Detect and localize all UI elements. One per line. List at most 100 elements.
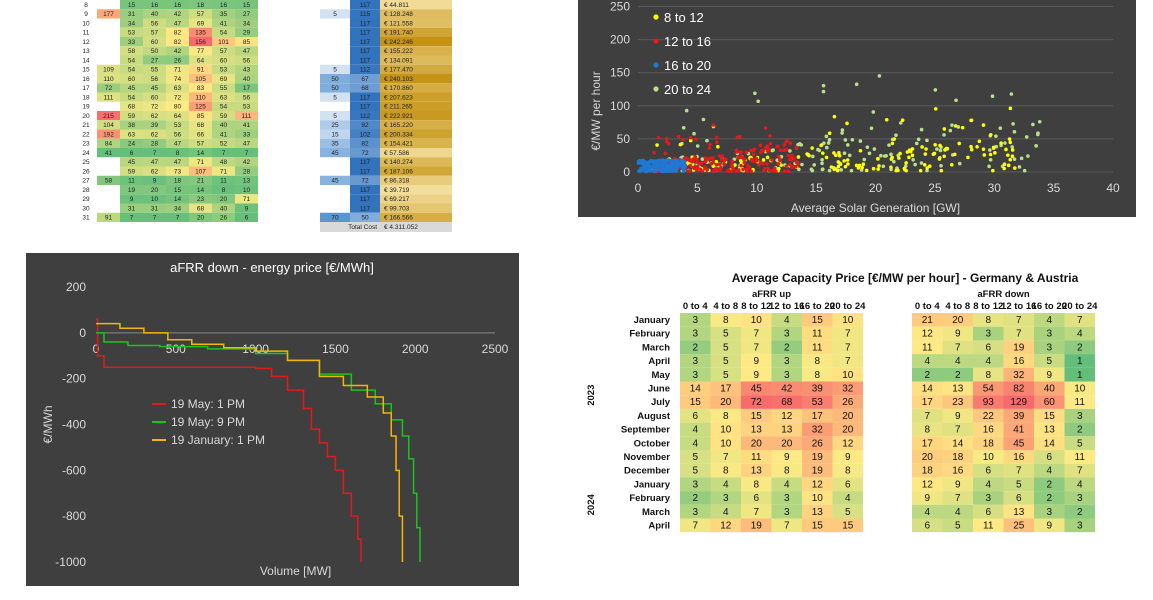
heatmap-cell: [771, 381, 802, 396]
table-cell: [235, 55, 258, 65]
table-cell-text: 34: [128, 20, 136, 27]
table-cell: [166, 185, 189, 195]
scatter-point: [937, 157, 942, 161]
table-cell: [189, 55, 212, 65]
scatter-point: [761, 148, 765, 153]
heatmap-cell: [1034, 518, 1065, 533]
heatmap-cell: [1064, 395, 1095, 409]
scatter-point: [824, 155, 829, 160]
scatter-point: [858, 139, 863, 143]
scatter-point: [981, 147, 986, 151]
series-line: [96, 332, 421, 562]
table-cell: [120, 46, 143, 56]
scatter-point: [688, 163, 693, 168]
scatter-point: [665, 136, 669, 141]
heatmap-cell: [710, 450, 741, 464]
heatmap-value: 7: [955, 425, 961, 436]
table-cell-text: 33: [243, 131, 251, 138]
table-cell-text: 91: [197, 67, 205, 74]
table-cell: [235, 120, 258, 130]
scatter-point: [662, 169, 667, 174]
heatmap-value: 3: [692, 479, 698, 490]
scatter-point: [767, 168, 772, 173]
table-cell: [235, 138, 258, 148]
table-cell-text: 62: [151, 131, 159, 138]
heatmap-value: 4: [924, 356, 930, 367]
table-cell-text: 15: [243, 2, 251, 9]
scatter-point: [686, 157, 690, 162]
table-cell: [212, 37, 235, 47]
table-cell-text: 56: [151, 20, 159, 27]
heatmap-value: 2: [1077, 425, 1083, 436]
heatmap-value: 21: [922, 315, 934, 326]
heatmap-cell: [802, 450, 833, 464]
table-cell: [235, 92, 258, 102]
scatter-point: [845, 158, 850, 162]
scatter-point: [688, 138, 693, 143]
heatmap-value: 11: [922, 342, 933, 353]
table-cell: [380, 175, 452, 185]
table-cell-text: 63: [174, 85, 182, 92]
table-cell-text: 9: [84, 11, 88, 18]
row-label: August: [637, 411, 671, 422]
scatter-point: [987, 164, 991, 169]
table-cell-text: 70: [331, 215, 339, 222]
table-cell-text: 23: [197, 196, 205, 203]
heatmap-cell: [832, 340, 863, 355]
scatter-point: [1003, 141, 1007, 145]
table-cell-text: 14: [82, 57, 90, 64]
table-cell: [143, 27, 166, 37]
heatmap-cell: [912, 354, 943, 368]
table-cell: [320, 175, 350, 185]
scatter-point: [871, 166, 876, 171]
scatter-point: [654, 159, 658, 163]
table-cell-text: 31: [128, 11, 136, 18]
scatter-point: [864, 168, 869, 173]
scatter-point: [715, 140, 719, 145]
scatter-point: [700, 157, 705, 161]
heatmap-value: 4: [784, 315, 790, 326]
heatmap-cell: [710, 395, 741, 409]
table-cell: [120, 185, 143, 195]
heatmap-cell: [912, 450, 943, 464]
scatter-point: [742, 160, 747, 165]
heatmap-cell: [771, 422, 802, 437]
scatter-point: [700, 169, 705, 173]
y-tick-label: 250: [610, 0, 630, 14]
table-cell: [350, 64, 380, 74]
heatmap-cell: [912, 436, 943, 450]
heatmap-cell: [973, 340, 1004, 355]
heatmap-value: 19: [812, 452, 824, 463]
table-cell: [120, 120, 143, 130]
scatter-point: [765, 144, 770, 148]
table-cell-text: 42: [174, 11, 182, 18]
heatmap-value: 25: [1013, 521, 1025, 532]
scatter-point: [807, 153, 811, 158]
table-cell-text: 15: [331, 131, 339, 138]
table-cell-text: 117: [360, 57, 371, 64]
scatter-point: [771, 148, 775, 152]
heatmap-value: 16: [1013, 452, 1025, 463]
table-cell-text: 27: [82, 178, 90, 185]
heatmap-cell: [710, 504, 741, 519]
heatmap-cell: [802, 313, 833, 327]
scatter-point: [784, 164, 789, 169]
legend-label: 16 to 20: [664, 58, 711, 73]
scatter-point: [782, 169, 787, 174]
heatmap-value: 12: [922, 329, 934, 340]
scatter-point: [829, 165, 834, 169]
heatmap-value: 14: [952, 438, 964, 449]
scatter-point: [729, 169, 734, 174]
row-label: June: [648, 384, 670, 395]
table-cell: [189, 157, 212, 167]
table-cell-text: € 99.703: [384, 205, 410, 212]
table-cell-text: 64: [197, 57, 205, 64]
scatter-point: [884, 117, 889, 122]
table-cell-text: 69: [220, 76, 228, 83]
table-cell-text: 43: [243, 67, 251, 74]
heatmap-cell: [1064, 491, 1095, 505]
table-cell-text: 83: [197, 85, 205, 92]
heatmap-value: 7: [753, 342, 759, 353]
heatmap-cell: [802, 436, 833, 450]
table-cell: [189, 120, 212, 130]
